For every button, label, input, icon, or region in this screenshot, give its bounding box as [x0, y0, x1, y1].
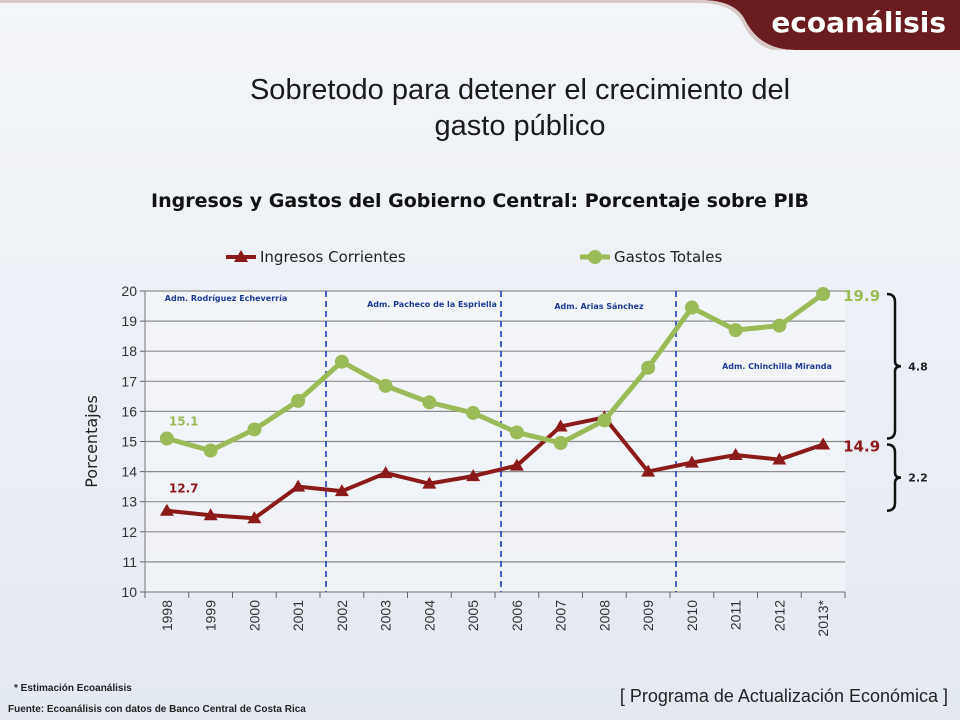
point-label-ingresos-1998: 12.7: [169, 482, 199, 496]
slide-title-line-1: Sobretodo para detener el crecimiento de…: [249, 74, 791, 106]
point-gastos-totales-2013*: [816, 287, 831, 302]
point-ingresos-corrientes-1998: [159, 503, 174, 516]
x-tick-label-1999: 1999: [203, 600, 219, 631]
point-gastos-totales-2009: [641, 360, 656, 375]
point-gastos-totales-2006: [509, 425, 524, 440]
point-label-gastos-2013*: 19.9: [843, 287, 880, 305]
point-gastos-totales-2003: [378, 378, 393, 393]
brand-logo: ecoanálisis: [771, 6, 946, 39]
point-ingresos-corrientes-2005: [466, 469, 481, 482]
footnote: * Estimación Ecoanálisis: [14, 683, 132, 694]
bracket-label-1: 4.8: [908, 360, 928, 373]
point-gastos-totales-2005: [466, 405, 481, 420]
admin-label-1: Adm. Rodríguez Echeverría: [165, 294, 287, 303]
point-gastos-totales-2000: [247, 422, 262, 437]
point-gastos-totales-2001: [291, 393, 306, 408]
bracket-2: [886, 443, 902, 512]
x-tick-label-2008: 2008: [596, 600, 612, 631]
point-ingresos-corrientes-2012: [772, 452, 787, 465]
point-gastos-totales-2010: [684, 300, 699, 315]
point-ingresos-corrientes-2001: [291, 479, 306, 492]
x-tick-label-2007: 2007: [553, 600, 569, 631]
y-tick-label-15: 15: [121, 434, 137, 450]
top-bar-shape: [0, 0, 960, 50]
x-tick-label-2000: 2000: [246, 600, 262, 631]
y-tick-label-11: 11: [122, 554, 137, 570]
y-tick-label-10: 10: [121, 584, 137, 600]
point-gastos-totales-2002: [334, 354, 349, 369]
x-tick-label-2003: 2003: [378, 600, 394, 631]
point-ingresos-corrientes-2003: [378, 466, 393, 479]
program-label: [ Programa de Actualización Económica ]: [619, 686, 948, 706]
point-ingresos-corrientes-2010: [684, 455, 699, 468]
series-line-gastos-totales: [166, 291, 825, 454]
y-tick-label-20: 20: [121, 283, 137, 299]
top-bar: ecoanálisis: [0, 0, 960, 50]
x-tick-label-2012: 2012: [771, 600, 787, 631]
point-gastos-totales-2012: [772, 318, 787, 333]
point-ingresos-corrientes-2009: [641, 464, 656, 477]
x-tick-label-2013*: 2013*: [815, 599, 831, 636]
point-ingresos-corrientes-2004: [422, 476, 437, 489]
point-gastos-totales-1998: [159, 431, 174, 446]
point-gastos-totales-2007: [553, 436, 568, 451]
source-note: Fuente: Ecoanálisis con datos de Banco C…: [8, 704, 306, 715]
legend-label-gastos-totales: Gastos Totales: [614, 248, 723, 266]
y-tick-label-14: 14: [121, 464, 137, 480]
chart-title: Ingresos y Gastos del Gobierno Central: …: [151, 190, 809, 212]
y-tick-label-19: 19: [121, 313, 137, 329]
point-label-ingresos-2013*: 14.9: [843, 438, 880, 456]
x-tick-label-2011: 2011: [728, 600, 744, 630]
y-tick-label-13: 13: [121, 494, 137, 510]
x-tick-label-2002: 2002: [334, 600, 350, 631]
bracket-label-2: 2.2: [908, 472, 928, 485]
slide-title: Sobretodo para detener el crecimiento de…: [190, 72, 850, 144]
point-ingresos-corrientes-2011: [728, 448, 743, 461]
y-tick-label-17: 17: [121, 373, 137, 389]
y-tick-label-12: 12: [121, 524, 137, 540]
admin-label-3: Adm. Arias Sánchez: [554, 302, 644, 311]
x-tick-label-2005: 2005: [465, 600, 481, 631]
x-tick-label-2001: 2001: [290, 600, 306, 631]
admin-label-2: Adm. Pacheco de la Espriella: [367, 300, 497, 309]
x-tick-label-2006: 2006: [509, 600, 525, 631]
point-gastos-totales-2011: [728, 323, 743, 338]
slide-title-line-2: gasto público: [434, 110, 606, 142]
admin-label-4: Adm. Chinchilla Miranda: [722, 362, 832, 371]
bracket-1: [886, 292, 902, 440]
point-ingresos-corrientes-2000: [247, 511, 262, 524]
point-gastos-totales-1999: [203, 443, 218, 458]
point-gastos-totales-2004: [422, 395, 437, 410]
point-ingresos-corrientes-2002: [334, 484, 349, 497]
x-tick-label-1998: 1998: [159, 600, 175, 631]
point-ingresos-corrientes-2006: [509, 458, 524, 471]
legend-label-ingresos-corrientes: Ingresos Corrientes: [260, 248, 406, 266]
legend-marker-gastos-totales: [588, 250, 602, 264]
point-label-gastos-1998: 15.1: [169, 414, 199, 428]
x-tick-label-2004: 2004: [421, 600, 437, 631]
series-line-ingresos-corrientes: [166, 415, 824, 521]
x-tick-label-2009: 2009: [640, 600, 656, 631]
point-ingresos-corrientes-2007: [553, 419, 568, 432]
point-ingresos-corrientes-1999: [203, 508, 218, 521]
y-tick-label-18: 18: [121, 343, 137, 359]
x-tick-label-2010: 2010: [684, 600, 700, 631]
y-tick-label-16: 16: [121, 403, 137, 419]
point-gastos-totales-2008: [597, 413, 612, 428]
point-ingresos-corrientes-2013*: [816, 437, 831, 450]
legend-marker-ingresos-corrientes: [234, 250, 248, 262]
y-axis-title: Porcentajes: [82, 395, 101, 488]
